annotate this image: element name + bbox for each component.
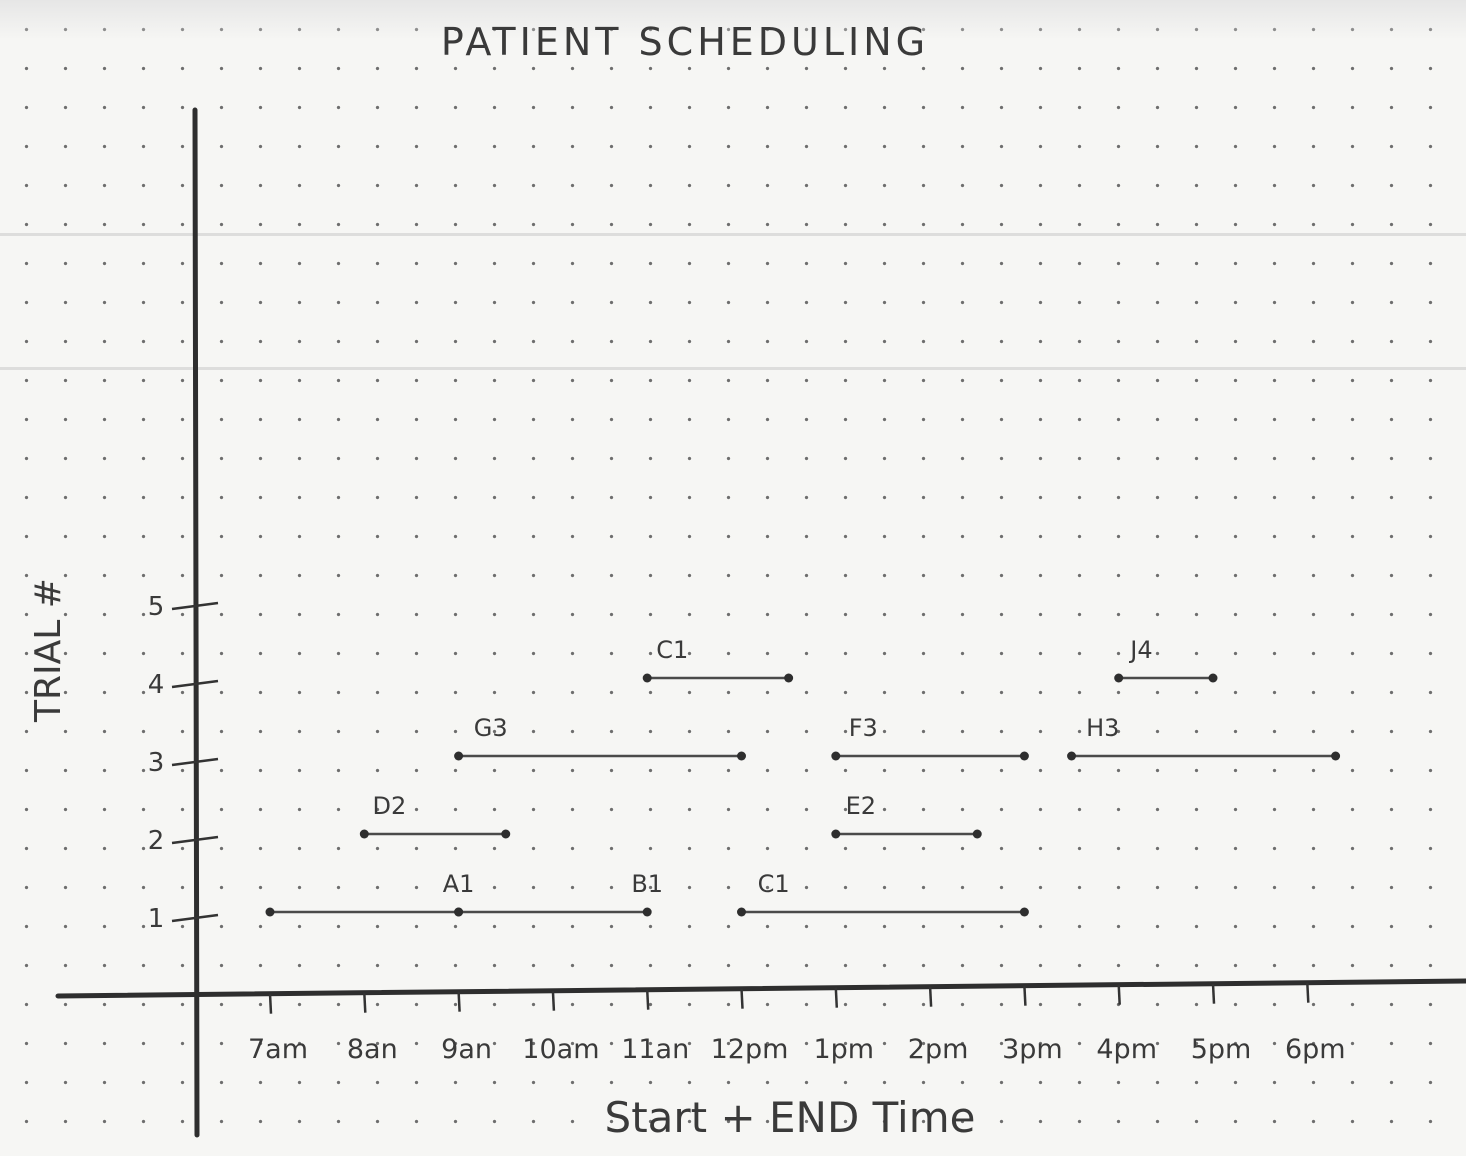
x-tick-label: 1pm xyxy=(813,1034,874,1065)
page-top-shade xyxy=(0,0,1466,40)
y-tick-group: 1 2 3 4 5 xyxy=(148,592,219,934)
x-tick-mark xyxy=(645,989,650,1010)
task-start-dot xyxy=(1114,673,1124,683)
y-tick-mark xyxy=(171,679,219,689)
task-label: D2 xyxy=(372,792,406,820)
y-tick-label: 5 xyxy=(148,592,165,622)
x-tick-label: 6pm xyxy=(1285,1034,1346,1065)
task-end-dot xyxy=(1019,907,1029,917)
x-tick-label: 3pm xyxy=(1002,1034,1063,1065)
x-tick-label: 2pm xyxy=(908,1034,969,1065)
y-tick-mark xyxy=(171,757,219,767)
chart-title: PATIENT SCHEDULING xyxy=(441,20,929,64)
x-tick-label: 10am xyxy=(522,1034,599,1065)
task-start-dot xyxy=(831,751,841,761)
task-label: F3 xyxy=(849,714,878,742)
x-tick-label: 5pm xyxy=(1191,1034,1252,1065)
x-tick-label: 8an xyxy=(347,1034,398,1065)
task-start-dot xyxy=(454,907,464,917)
x-tick-mark xyxy=(834,987,839,1008)
y-axis-label: TRIAL # xyxy=(28,578,69,723)
task-start-dot xyxy=(642,673,652,683)
y-tick-mark xyxy=(171,835,219,845)
task-end-dot xyxy=(642,907,652,917)
y-tick-mark xyxy=(171,913,219,923)
task-start-dot xyxy=(454,751,464,761)
x-tick-mark xyxy=(268,993,273,1014)
x-tick-label: 9an xyxy=(441,1034,492,1065)
x-tick-mark xyxy=(1306,982,1310,1003)
x-tick-mark xyxy=(928,986,933,1007)
task-label: C1 xyxy=(656,636,688,664)
task-start-dot xyxy=(359,829,369,839)
task-start-dot xyxy=(831,829,841,839)
y-tick-label: 4 xyxy=(148,670,165,700)
task-end-dot xyxy=(1019,751,1029,761)
x-tick-label: 11an xyxy=(621,1034,689,1065)
x-tick-mark xyxy=(457,991,461,1012)
task-start-dot xyxy=(265,907,275,917)
task-end-dot xyxy=(972,829,982,839)
task-end-dot xyxy=(737,751,746,761)
task-start-dot xyxy=(1067,751,1077,761)
scan-fold-line xyxy=(0,233,1466,236)
task-label: G3 xyxy=(474,714,508,742)
x-tick-mark xyxy=(1023,985,1027,1006)
task-label: E2 xyxy=(846,792,876,820)
task-label: C1 xyxy=(758,870,790,898)
x-axis-label: Start + END Time xyxy=(605,1093,976,1142)
x-axis xyxy=(55,978,1466,999)
y-axis xyxy=(192,107,200,1138)
task-label: J4 xyxy=(1128,636,1152,664)
x-tick-label: 4pm xyxy=(1096,1034,1157,1065)
task-end-dot xyxy=(1331,751,1341,761)
task-label: B1 xyxy=(631,870,663,898)
task-end-dot xyxy=(784,673,794,683)
y-tick-label: 3 xyxy=(148,748,165,778)
y-tick-mark xyxy=(171,601,219,611)
y-tick-label: 1 xyxy=(148,904,165,934)
x-tick-label: 12pm xyxy=(711,1034,789,1065)
x-tick-label: 7am xyxy=(248,1034,308,1065)
task-group: A1 B1 C1 D2 E2 G3 F3 H3 C1 J4 xyxy=(265,636,1341,917)
x-tick-mark xyxy=(1211,983,1216,1004)
task-end-dot xyxy=(501,829,511,839)
x-tick-mark xyxy=(363,992,367,1013)
y-tick-label: 2 xyxy=(148,826,165,856)
task-label: A1 xyxy=(443,870,475,898)
task-end-dot xyxy=(1208,673,1218,683)
task-label: H3 xyxy=(1086,714,1119,742)
x-tick-group: 7am 8an 9an 10am 11an 12pm 1pm 2pm 3pm 4pm 5pm 6pm xyxy=(248,982,1346,1065)
task-start-dot xyxy=(737,907,746,917)
x-tick-mark xyxy=(740,988,744,1009)
x-tick-mark xyxy=(1117,984,1121,1005)
scan-fold-line xyxy=(0,367,1466,370)
x-tick-mark xyxy=(551,990,556,1011)
